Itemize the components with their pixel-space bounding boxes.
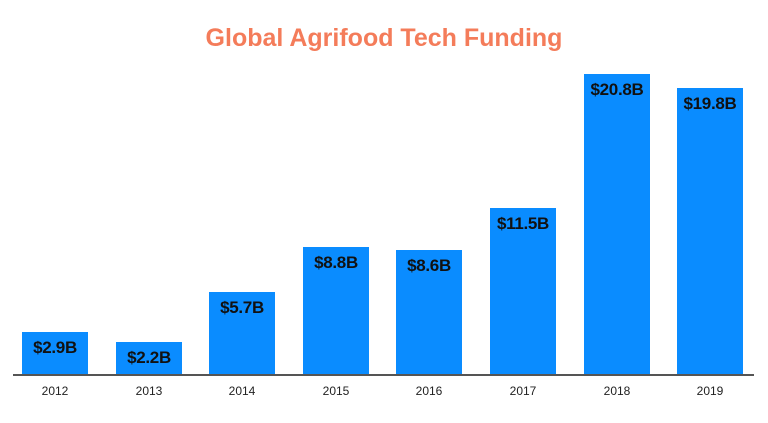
x-axis-line <box>13 374 754 376</box>
x-tick-label: 2013 <box>135 384 163 398</box>
x-tick-label: 2014 <box>228 384 256 398</box>
bar-2013: $2.2B <box>116 342 182 374</box>
bar-2016: $8.6B <box>396 250 462 374</box>
chart-title: Global Agrifood Tech Funding <box>205 24 563 52</box>
bar-value-label: $2.2B <box>127 348 171 367</box>
x-tick-label: 2016 <box>415 384 443 398</box>
bar-2015: $8.8B <box>303 247 369 374</box>
x-tick-label: 2019 <box>696 384 724 398</box>
bar-value-label: $2.9B <box>33 338 77 357</box>
bar-2012: $2.9B <box>22 332 88 374</box>
bar-value-label: $8.8B <box>314 253 358 272</box>
bar-value-label: $5.7B <box>220 298 264 317</box>
bar-2019: $19.8B <box>677 88 743 374</box>
x-tick-label: 2018 <box>603 384 631 398</box>
x-tick-label: 2017 <box>509 384 537 398</box>
bar-2018: $20.8B <box>584 74 650 374</box>
bar-2017: $11.5B <box>490 208 556 374</box>
bar-value-label: $11.5B <box>496 214 550 233</box>
bar-value-label: $19.8B <box>683 94 737 113</box>
bar-value-label: $8.6B <box>407 256 451 275</box>
bar-value-label: $20.8B <box>590 80 644 99</box>
x-tick-label: 2015 <box>322 384 350 398</box>
bar-2014: $5.7B <box>209 292 275 374</box>
x-tick-label: 2012 <box>41 384 69 398</box>
